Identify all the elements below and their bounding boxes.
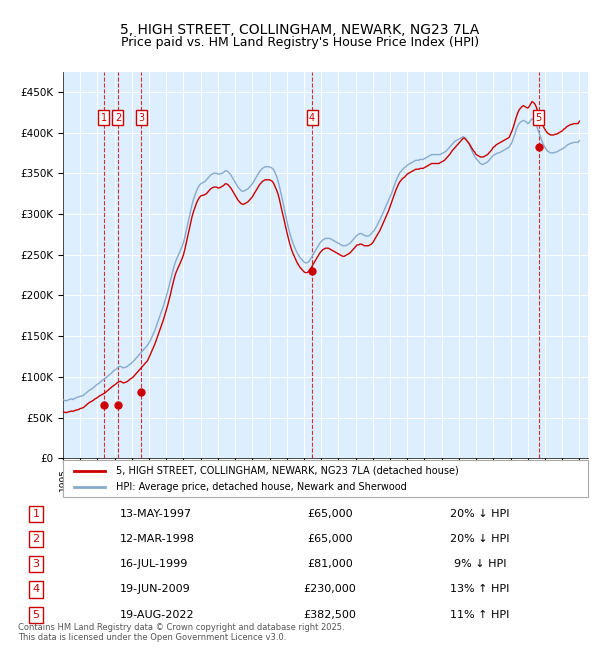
Text: 2: 2 [32,534,40,544]
Text: 3: 3 [138,113,144,123]
Text: Contains HM Land Registry data © Crown copyright and database right 2025.
This d: Contains HM Land Registry data © Crown c… [18,623,344,642]
Text: 4: 4 [32,584,40,595]
Text: £65,000: £65,000 [307,534,353,544]
Text: HPI: Average price, detached house, Newark and Sherwood: HPI: Average price, detached house, Newa… [115,482,406,492]
Text: 20% ↓ HPI: 20% ↓ HPI [450,534,510,544]
Text: 1: 1 [101,113,107,123]
Text: 11% ↑ HPI: 11% ↑ HPI [451,610,509,619]
Text: 13% ↑ HPI: 13% ↑ HPI [451,584,509,595]
Text: 4: 4 [309,113,315,123]
Text: Price paid vs. HM Land Registry's House Price Index (HPI): Price paid vs. HM Land Registry's House … [121,36,479,49]
Text: 16-JUL-1999: 16-JUL-1999 [120,560,188,569]
Text: 13-MAY-1997: 13-MAY-1997 [120,509,192,519]
Text: 1: 1 [32,509,40,519]
Text: £230,000: £230,000 [304,584,356,595]
Text: 19-AUG-2022: 19-AUG-2022 [120,610,194,619]
Text: £65,000: £65,000 [307,509,353,519]
Text: 2: 2 [115,113,121,123]
Text: 5, HIGH STREET, COLLINGHAM, NEWARK, NG23 7LA (detached house): 5, HIGH STREET, COLLINGHAM, NEWARK, NG23… [115,465,458,476]
Text: 9% ↓ HPI: 9% ↓ HPI [454,560,506,569]
Text: 12-MAR-1998: 12-MAR-1998 [120,534,195,544]
Text: 20% ↓ HPI: 20% ↓ HPI [450,509,510,519]
Text: £81,000: £81,000 [307,560,353,569]
Text: 5: 5 [32,610,40,619]
Text: 3: 3 [32,560,40,569]
FancyBboxPatch shape [63,460,588,497]
Text: £382,500: £382,500 [304,610,356,619]
Text: 5, HIGH STREET, COLLINGHAM, NEWARK, NG23 7LA: 5, HIGH STREET, COLLINGHAM, NEWARK, NG23… [121,23,479,37]
Text: 5: 5 [535,113,542,123]
Text: 19-JUN-2009: 19-JUN-2009 [120,584,191,595]
